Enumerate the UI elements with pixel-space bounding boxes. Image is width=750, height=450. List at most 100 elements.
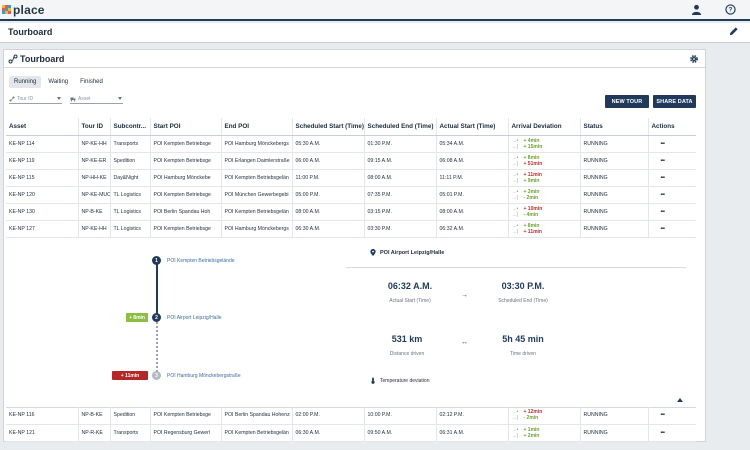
stop-node-2[interactable]: 2 xyxy=(152,313,161,322)
page-title: Tourboard xyxy=(8,27,53,37)
deviation-end-icon: →| xyxy=(511,432,518,439)
stop-label-3[interactable]: POI Hamburg Mönckebergstraße xyxy=(167,373,241,379)
user-icon[interactable] xyxy=(690,3,702,15)
scheduled-end-label: Scheduled End (Time) xyxy=(498,298,548,304)
share-data-button[interactable]: SHARE DATA xyxy=(653,95,696,108)
table-row[interactable]: KE-NP 115 NP-HH-KE Day&Night POI Hamburg Mö… xyxy=(6,169,696,187)
col-start-poi[interactable]: Start POI xyxy=(150,118,222,136)
cell-asset: KE-NP 130 xyxy=(6,203,79,221)
cell-start-poi: POI Hamburg Mönckebe xyxy=(150,169,222,187)
deviation-value: - 4min xyxy=(523,211,539,218)
table-row[interactable]: KE-NP 130 NP-B-KE TL Logistics POI Berlin S… xyxy=(6,203,696,221)
logo-mark-icon xyxy=(2,5,11,14)
stop-node-3[interactable]: 3 xyxy=(152,371,161,380)
cell-subcontractor: TL Logistics xyxy=(110,203,151,221)
logo[interactable]: place xyxy=(2,3,45,17)
cell-status: RUNNING xyxy=(580,220,649,238)
col-subcontractor[interactable]: Subcontr... xyxy=(110,118,151,136)
card-title: Tourboard xyxy=(20,54,65,64)
cell-end-poi: POI München Gewerbegebi xyxy=(221,186,293,204)
distance-value: 531 km xyxy=(391,334,423,344)
tab-running[interactable]: Running xyxy=(9,76,42,88)
settings-gear-icon[interactable] xyxy=(689,54,699,66)
table-row[interactable]: KE-NP 121 NP-R-KE Transports POI Regensburg… xyxy=(6,424,696,442)
tour-id-placeholder: Tour ID xyxy=(17,96,34,102)
col-actual-start[interactable]: Actual Start (Time) xyxy=(436,118,509,136)
stop-node-1[interactable]: 1 xyxy=(152,256,161,265)
col-status[interactable]: Status xyxy=(580,118,649,136)
route-icon xyxy=(8,54,18,66)
edit-pencil-icon[interactable] xyxy=(728,26,739,39)
timeline-pending-line xyxy=(156,322,158,372)
table-row[interactable]: KE-NP 127 NP-KE-HH TL Logistics POI Kempten… xyxy=(6,220,696,238)
cell-tour-id: NP-KE-HH xyxy=(78,220,111,238)
cell-tour-id: NP-KE-ER xyxy=(78,152,111,170)
logo-text: place xyxy=(13,2,45,17)
cell-start-poi: POI Kempten Betriebsge xyxy=(150,407,222,425)
collapse-chevron-icon[interactable] xyxy=(677,398,683,402)
stop-label-2[interactable]: POI Airport Leipzig/Halle xyxy=(167,315,222,321)
more-actions-icon[interactable]: ••• xyxy=(648,220,696,238)
table-row[interactable]: KE-NP 119 NP-KE-ER Spedition POI Kempten Be… xyxy=(6,152,696,170)
app-bar: place ? xyxy=(0,0,750,21)
tab-waiting[interactable]: Waiting xyxy=(48,79,69,85)
cell-start-poi: POI Kempten Betriebsge xyxy=(150,186,222,204)
new-tour-button[interactable]: NEW TOUR xyxy=(605,95,649,108)
col-tour-id[interactable]: Tour ID xyxy=(78,118,111,136)
cell-start-poi: POI Berlin Spandau Hoh xyxy=(150,203,222,221)
actual-start-label: Actual Start (Time) xyxy=(389,298,431,304)
cell-actual-start: 05:01 P.M. xyxy=(436,186,509,204)
cell-status: RUNNING xyxy=(580,169,649,187)
table-header-row: Asset Tour ID Subcontr... Start POI End … xyxy=(6,118,696,136)
tab-finished[interactable]: Finished xyxy=(80,79,103,85)
more-actions-icon[interactable]: ••• xyxy=(648,186,696,204)
cell-scheduled-start: 11:00 P.M. xyxy=(292,169,365,187)
col-end-poi[interactable]: End POI xyxy=(221,118,293,136)
more-actions-icon[interactable]: ••• xyxy=(648,152,696,170)
cell-tour-id: NP-KE-MUC xyxy=(78,186,111,204)
cell-subcontractor: TL Logistics xyxy=(110,186,151,204)
col-actions[interactable]: Actions xyxy=(648,118,696,136)
deviation-start-icon: →• xyxy=(511,409,519,416)
tour-status-tabs: Running Waiting Finished xyxy=(9,76,108,88)
more-actions-icon[interactable]: ••• xyxy=(648,407,696,425)
deviation-end-icon: →| xyxy=(511,415,518,422)
table-row[interactable]: KE-NP 120 NP-KE-MUC TL Logistics POI Kempte… xyxy=(6,186,696,204)
cell-asset: KE-NP 121 xyxy=(6,424,79,442)
cell-end-poi: POI Kempten Betriebsgelän xyxy=(221,169,293,187)
tour-id-filter[interactable]: Tour ID xyxy=(9,95,62,104)
cell-scheduled-end: 03:30 P.M. xyxy=(364,220,437,238)
cell-arrival-deviation: →• + 3min →| - 2min xyxy=(508,186,581,204)
help-icon[interactable]: ? xyxy=(724,3,736,15)
cell-status: RUNNING xyxy=(580,135,649,153)
truck-small-icon xyxy=(70,97,76,102)
col-asset[interactable]: Asset xyxy=(6,118,79,136)
cell-status: RUNNING xyxy=(580,186,649,204)
cell-status: RUNNING xyxy=(580,152,649,170)
cell-end-poi: POI Hamburg Mönckebergs xyxy=(221,220,293,238)
stop-deviation-badge-3: + 11min xyxy=(112,371,148,380)
asset-filter[interactable]: Asset xyxy=(70,95,123,104)
more-actions-icon[interactable]: ••• xyxy=(648,203,696,221)
cell-scheduled-start: 06:00 A.M. xyxy=(292,152,365,170)
table-row[interactable]: KE-NP 114 NP-KE-HH Transports POI Kempten B… xyxy=(6,135,696,153)
deviation-end-icon: →| xyxy=(511,211,518,218)
table-row[interactable]: KE-NP 116 NP-B-KE Spedition POI Kempten Bet… xyxy=(6,407,696,425)
more-actions-icon[interactable]: ••• xyxy=(648,169,696,187)
cell-scheduled-end: 09:50 A.M. xyxy=(364,424,437,442)
deviation-value: + 3min xyxy=(523,188,540,195)
more-actions-icon[interactable]: ••• xyxy=(648,424,696,442)
stop-label-1[interactable]: POI Kempten Betriebsgelände xyxy=(167,258,235,264)
filters: Tour ID Asset xyxy=(9,95,123,104)
col-scheduled-start[interactable]: Scheduled Start (Time) xyxy=(292,118,365,136)
col-arrival-deviation[interactable]: Arrival Deviation xyxy=(508,118,581,136)
deviation-value: + 1min xyxy=(523,426,540,433)
cell-actual-start: 06:08 A.M. xyxy=(436,152,509,170)
actual-start-value: 06:32 A.M. xyxy=(387,281,433,291)
cell-scheduled-start: 05:00 P.M. xyxy=(292,186,365,204)
deviation-value: + 10min xyxy=(523,205,543,212)
col-scheduled-end[interactable]: Scheduled End (Time) xyxy=(364,118,437,136)
cell-scheduled-end: 09:15 A.M. xyxy=(364,152,437,170)
cell-end-poi: POI Kempten Betriebsgelän xyxy=(221,424,293,442)
more-actions-icon[interactable]: ••• xyxy=(648,135,696,153)
